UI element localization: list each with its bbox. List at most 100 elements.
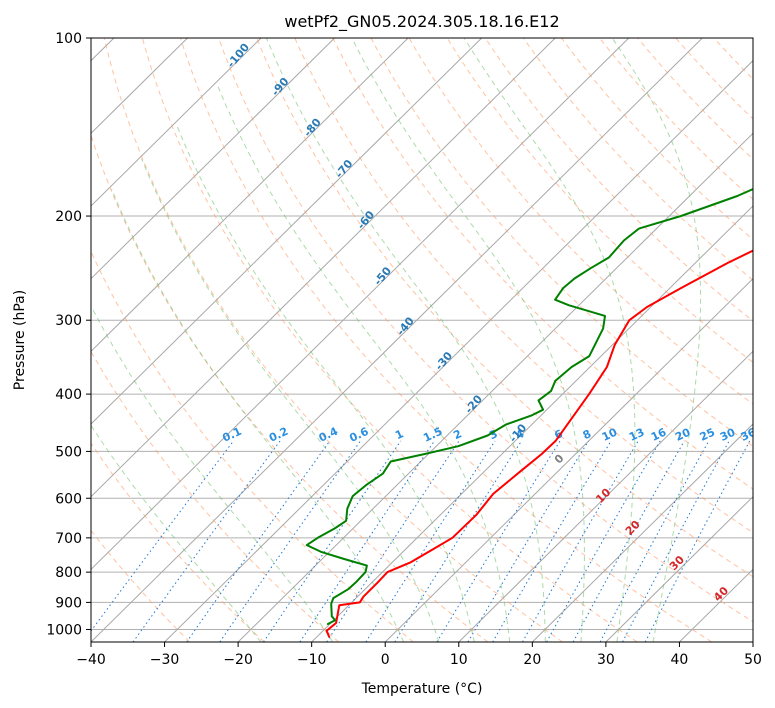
mixing-ratio-line xyxy=(467,440,589,642)
x-tick-label: −30 xyxy=(150,652,180,668)
isotherm xyxy=(91,38,409,353)
profile-point xyxy=(537,399,540,401)
profile-point xyxy=(530,415,532,417)
profile-point xyxy=(331,615,333,617)
profile-point xyxy=(736,195,738,197)
mixing-ratio-line xyxy=(622,440,730,642)
moist-adiabat xyxy=(463,38,636,642)
profile-point xyxy=(335,622,337,624)
mixing-ratio-label: 0.1 xyxy=(220,425,243,445)
profile-point xyxy=(410,561,412,563)
mixing-ratio-line xyxy=(394,440,522,642)
profile-point xyxy=(550,390,552,392)
dry-adiabat xyxy=(218,38,753,623)
profile-point xyxy=(680,215,682,217)
profile-point xyxy=(359,601,361,604)
isotherm xyxy=(91,38,703,642)
dry-adiabat xyxy=(103,38,563,642)
profile-point xyxy=(343,558,345,560)
profile-point xyxy=(623,239,625,242)
isotherm xyxy=(531,423,753,642)
profile-point xyxy=(588,355,590,357)
dry-adiabat xyxy=(91,442,265,642)
profile-point xyxy=(608,256,610,259)
dry-adiabat-label: -30 xyxy=(432,349,455,373)
isotherm xyxy=(752,641,753,642)
mixing-ratio-label: 8 xyxy=(581,427,593,442)
dry-adiabat-label: -40 xyxy=(394,314,417,338)
profile-point xyxy=(554,299,556,301)
dry-adiabat xyxy=(561,38,753,241)
profile-point xyxy=(520,470,522,472)
profile-point xyxy=(604,315,606,317)
dry-adiabat-label: -10 xyxy=(507,421,530,445)
profile-point xyxy=(330,603,332,605)
moist-adiabat-label: 40 xyxy=(711,584,731,604)
profile-point xyxy=(328,636,330,638)
mixing-ratio-line xyxy=(219,440,361,642)
mixing-ratio-line xyxy=(186,440,331,642)
dry-adiabat xyxy=(91,529,191,642)
x-tick-label: 0 xyxy=(381,652,390,668)
profile-point xyxy=(382,473,384,475)
x-tick-label: −10 xyxy=(297,652,327,668)
isotherm xyxy=(458,350,753,642)
axes: −40 −30 −20 −10 0 10 20 30 40 50 100 200 300 400 500 60… xyxy=(46,31,762,668)
profile-point xyxy=(352,495,354,497)
profile-point xyxy=(321,551,323,553)
mixing-ratio-line xyxy=(365,440,496,642)
dry-adiabat xyxy=(751,38,753,40)
x-axis-title: Temperature (°C) xyxy=(361,681,483,697)
isotherm xyxy=(91,38,262,207)
moist-adiabat xyxy=(351,38,585,642)
profile-point xyxy=(364,571,367,573)
x-tick-label: −40 xyxy=(76,652,106,668)
profile-point xyxy=(334,619,336,621)
mixing-ratio-label: 2 xyxy=(451,427,463,442)
isotherm xyxy=(91,38,483,425)
mixing-ratio-label: 0.2 xyxy=(267,425,290,445)
y-tick-label: 400 xyxy=(55,387,82,403)
mixing-ratio-line xyxy=(132,440,281,642)
x-tick-label: 20 xyxy=(523,652,541,668)
profile-point xyxy=(326,623,328,625)
y-tick-label: 700 xyxy=(55,531,82,547)
mixing-ratio-label: 16 xyxy=(649,425,669,443)
profile-point xyxy=(386,571,389,573)
isotherm xyxy=(605,495,753,642)
profile-point xyxy=(606,366,608,368)
profile-point xyxy=(451,537,453,539)
profile-point xyxy=(646,306,648,308)
profile-point xyxy=(362,596,365,598)
y-tick-label: 600 xyxy=(55,491,82,507)
dry-adiabat xyxy=(91,350,340,642)
dry-adiabat xyxy=(332,38,753,490)
isotherm xyxy=(91,38,188,135)
y-tick-label: 1000 xyxy=(46,622,82,638)
plot-area: 0.1 0.2 0.4 0.6 1 1.5 2 3 4 6 8 10 13 16 20 25 30 36-100-… xyxy=(91,38,753,642)
profile-point xyxy=(345,520,347,522)
moist-adiabat xyxy=(611,38,701,642)
mixing-ratio-line xyxy=(436,440,561,642)
y-tick-label: 900 xyxy=(55,595,82,611)
dry-adiabat xyxy=(446,38,753,363)
profile-point xyxy=(346,508,348,510)
dry-adiabat xyxy=(180,38,713,642)
y-tick-label: 200 xyxy=(55,209,82,225)
mixing-ratio-line xyxy=(263,440,402,642)
mixing-ratio-line xyxy=(599,440,710,642)
profile-point xyxy=(680,287,682,289)
x-tick-label: 10 xyxy=(450,652,468,668)
dry-adiabat-label: -70 xyxy=(333,157,356,181)
isotherm xyxy=(679,568,753,642)
isotherm xyxy=(91,38,335,280)
moist-adiabat xyxy=(265,38,546,642)
profile-point xyxy=(487,434,489,437)
profile-point xyxy=(366,565,368,567)
profile-point xyxy=(492,493,494,495)
mixing-ratio-label: 25 xyxy=(698,426,717,444)
profile-point xyxy=(390,460,392,463)
y-tick-label: 300 xyxy=(55,313,82,329)
moist-adiabat xyxy=(216,84,511,642)
